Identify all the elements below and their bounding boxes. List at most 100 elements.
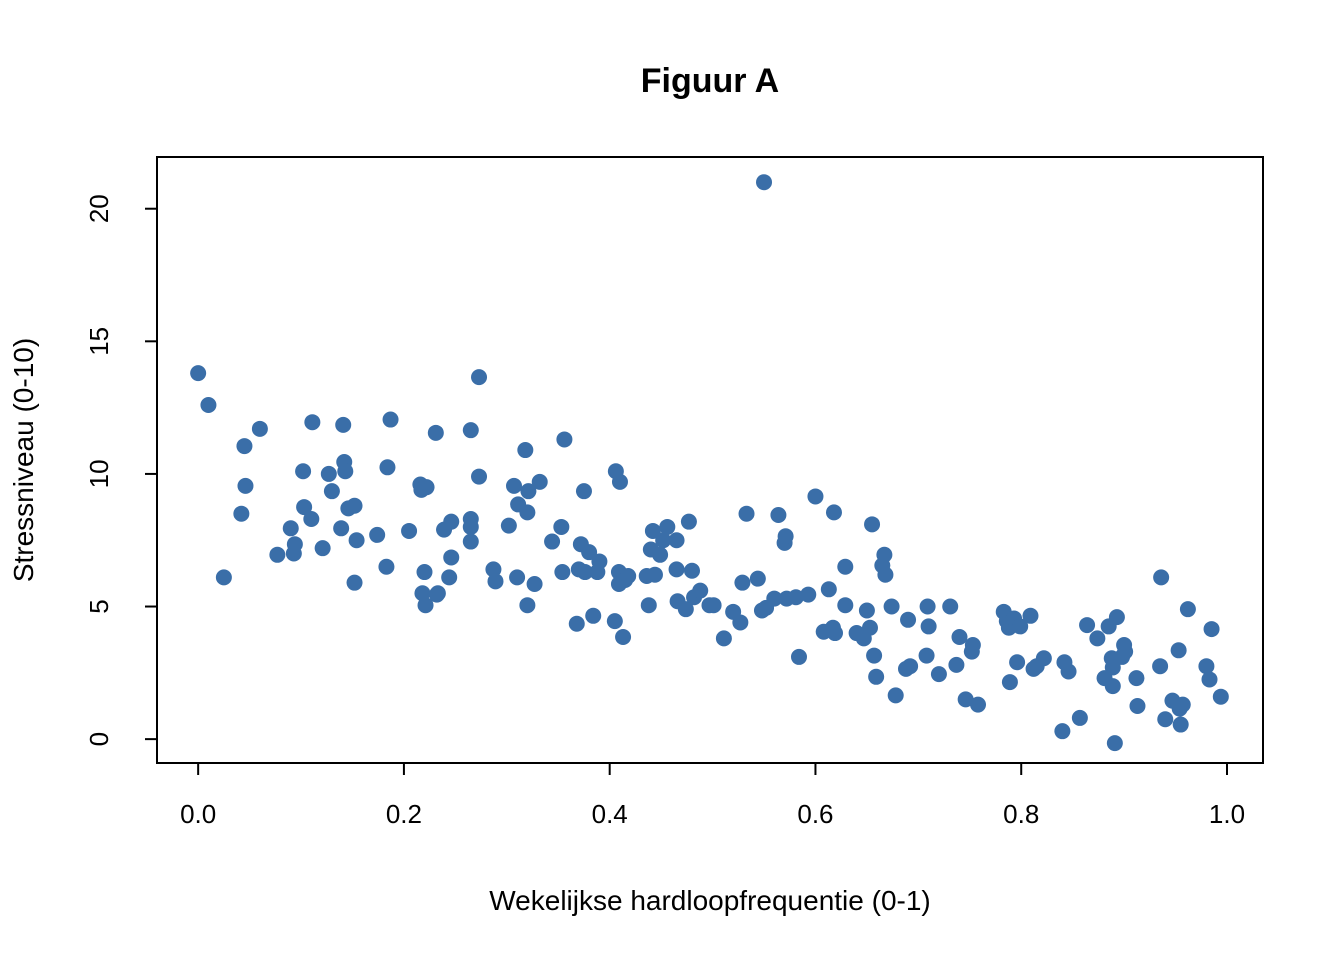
data-points	[190, 174, 1229, 752]
data-point	[887, 687, 904, 704]
data-point	[1201, 671, 1218, 688]
data-point	[282, 520, 299, 537]
data-point	[236, 438, 253, 455]
data-point	[777, 528, 794, 545]
data-point	[519, 504, 536, 521]
data-point	[215, 569, 232, 586]
data-point	[640, 597, 657, 614]
data-point	[677, 601, 694, 618]
data-point	[868, 668, 885, 685]
data-point	[659, 518, 676, 535]
data-point	[668, 561, 685, 578]
data-point	[1001, 674, 1018, 691]
data-point	[787, 589, 804, 606]
data-point	[500, 517, 517, 534]
data-point	[1079, 617, 1096, 634]
data-point	[585, 607, 602, 624]
data-point	[732, 614, 749, 631]
data-point	[900, 611, 917, 628]
data-point	[346, 574, 363, 591]
data-point	[606, 613, 623, 630]
data-point	[544, 533, 561, 550]
data-point	[1172, 716, 1189, 733]
y-axis: 0 5 10 15 20	[84, 194, 158, 746]
data-point	[655, 532, 672, 549]
data-point	[1129, 697, 1146, 714]
data-point	[286, 536, 303, 553]
data-point	[1153, 569, 1170, 586]
data-point	[323, 483, 340, 500]
data-point	[485, 561, 502, 578]
x-tick-label: 1.0	[1209, 799, 1245, 829]
x-tick-label: 0.8	[1003, 799, 1039, 829]
x-tick-label: 0.0	[180, 799, 216, 829]
data-point	[770, 507, 787, 524]
data-point	[738, 505, 755, 522]
data-point	[441, 569, 458, 586]
data-point	[1054, 723, 1071, 740]
data-point	[1022, 607, 1039, 624]
data-point	[1104, 659, 1121, 676]
data-point	[827, 625, 844, 642]
data-point	[970, 696, 987, 713]
data-point	[379, 459, 396, 476]
data-point	[346, 497, 363, 514]
data-point	[337, 463, 354, 480]
data-point	[1128, 670, 1145, 687]
data-point	[837, 558, 854, 575]
data-point	[883, 598, 900, 615]
data-point	[348, 532, 365, 549]
data-point	[576, 564, 593, 581]
data-point	[378, 558, 395, 575]
data-point	[509, 569, 526, 586]
data-point	[296, 499, 313, 516]
data-point	[858, 602, 875, 619]
data-point	[866, 647, 883, 664]
data-point	[519, 597, 536, 614]
data-point	[948, 656, 965, 673]
data-point	[382, 411, 399, 428]
data-point	[1012, 618, 1029, 635]
data-point	[233, 505, 250, 522]
data-point	[526, 575, 543, 592]
data-point	[615, 629, 632, 646]
data-point	[1035, 650, 1052, 667]
data-point	[1170, 642, 1187, 659]
data-point	[964, 636, 981, 653]
data-point	[715, 630, 732, 647]
data-point	[251, 420, 268, 437]
data-point	[766, 590, 783, 607]
y-tick-label: 20	[84, 194, 114, 223]
data-point	[556, 431, 573, 448]
data-point	[575, 483, 592, 500]
data-point	[919, 598, 936, 615]
x-tick-label: 0.4	[592, 799, 628, 829]
data-point	[820, 581, 837, 598]
data-point	[902, 658, 919, 675]
data-point	[683, 562, 700, 579]
data-point	[1089, 630, 1106, 647]
data-point	[416, 564, 433, 581]
data-point	[930, 666, 947, 683]
y-tick-label: 15	[84, 327, 114, 356]
x-axis-label: Wekelijkse hardloopfrequentie (0-1)	[489, 885, 931, 916]
data-point	[876, 546, 893, 563]
data-point	[1174, 696, 1191, 713]
data-point	[443, 513, 460, 530]
x-tick-label: 0.2	[386, 799, 422, 829]
data-point	[237, 477, 254, 494]
data-point	[951, 629, 968, 646]
data-point	[520, 483, 537, 500]
data-point	[553, 518, 570, 535]
data-point	[591, 553, 608, 570]
data-point	[837, 597, 854, 614]
data-point	[644, 522, 661, 539]
data-point	[471, 468, 488, 485]
data-point	[471, 369, 488, 386]
data-point	[462, 422, 479, 439]
y-tick-label: 10	[84, 459, 114, 488]
data-point	[1152, 658, 1169, 675]
data-point	[861, 619, 878, 636]
data-point	[800, 586, 817, 603]
